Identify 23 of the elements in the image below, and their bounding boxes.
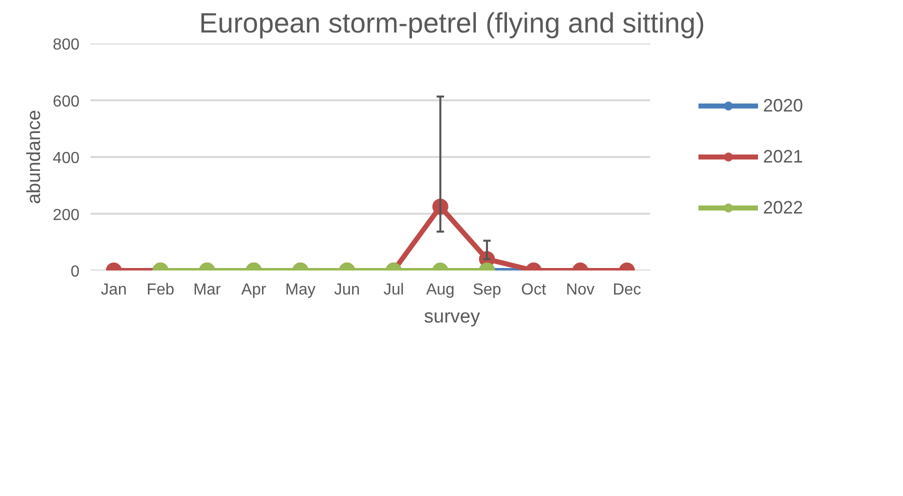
x-tick-label: Apr	[241, 282, 267, 298]
x-tick-label: May	[285, 282, 316, 298]
x-tick-label: Jul	[383, 282, 404, 298]
y-tick-label: 800	[52, 36, 80, 54]
x-tick-label: Mar	[193, 282, 222, 298]
legend-label: 2020	[762, 95, 803, 116]
y-tick-label: 400	[52, 150, 80, 167]
x-axis-title: survey	[424, 306, 480, 328]
x-tick-label: Jun	[334, 282, 360, 298]
y-tick-label: 600	[52, 93, 80, 110]
legend-label: 2021	[762, 146, 803, 167]
chart-title: European storm-petrel (flying and sitting)	[199, 8, 705, 38]
x-tick-label: Nov	[566, 282, 594, 298]
x-tick-label: Sep	[472, 282, 502, 298]
x-tick-label: Oct	[521, 282, 547, 298]
x-tick-label: Dec	[612, 282, 642, 298]
y-axis-title: abundance	[24, 110, 45, 204]
y-tick-label: 200	[52, 206, 80, 224]
x-tick-label: Feb	[146, 282, 174, 298]
x-tick-label: Aug	[426, 282, 455, 298]
legend-label: 2022	[762, 197, 803, 218]
x-tick-label: Jan	[100, 282, 127, 298]
y-tick-label: 0	[70, 264, 80, 280]
